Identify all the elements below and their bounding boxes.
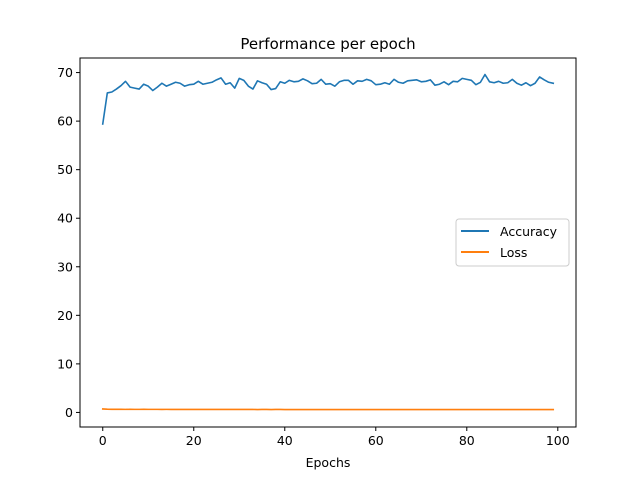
y-tick-label: 20 <box>57 308 73 323</box>
y-tick-label: 70 <box>57 65 73 80</box>
y-tick-label: 40 <box>57 211 73 226</box>
y-tick-label: 0 <box>65 405 73 420</box>
series-line-accuracy <box>101 73 555 125</box>
axes-frame <box>79 57 577 428</box>
legend-label-loss: Loss <box>500 245 527 260</box>
x-tick-label: 40 <box>277 433 293 448</box>
chart-title: Performance per epoch <box>240 35 415 53</box>
x-tick-label: 60 <box>368 433 384 448</box>
y-tick-label: 10 <box>57 356 73 371</box>
series-line-loss <box>101 408 555 411</box>
x-tick-label: 20 <box>186 433 202 448</box>
legend-label-accuracy: Accuracy <box>500 224 558 239</box>
x-tick-label: 80 <box>459 433 475 448</box>
x-axis-label: Epochs <box>306 455 351 470</box>
legend: Accuracy Loss <box>455 218 570 267</box>
plot-area: 0 20 40 60 80 100 0 10 20 30 40 50 60 70 <box>57 65 570 448</box>
y-tick-label: 30 <box>57 259 73 274</box>
x-tick-label: 100 <box>546 433 570 448</box>
x-tick-label: 0 <box>99 433 107 448</box>
y-tick-label: 60 <box>57 114 73 129</box>
y-tick-label: 50 <box>57 162 73 177</box>
